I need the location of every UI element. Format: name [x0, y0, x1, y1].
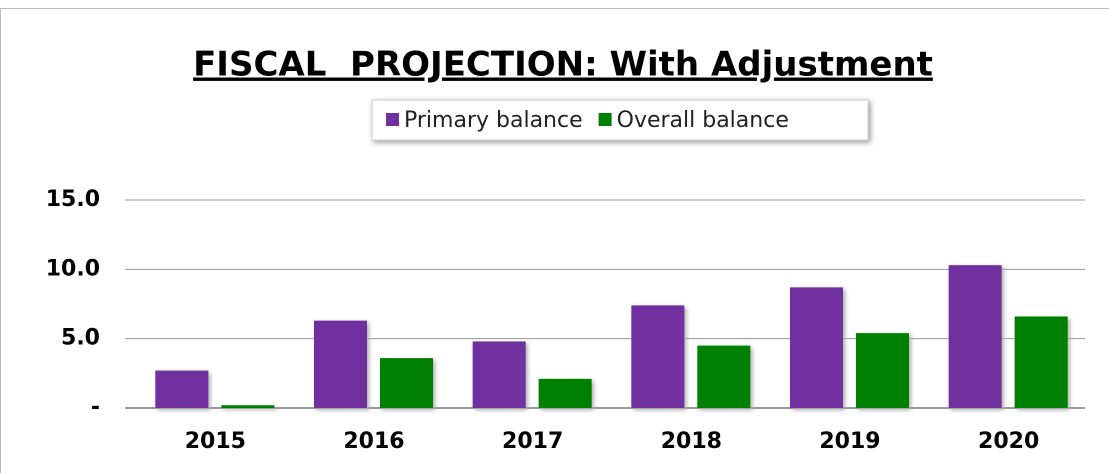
legend: Primary balance Overall balance — [386, 108, 789, 133]
bar — [538, 378, 592, 408]
bar — [697, 345, 751, 408]
y-tick-label: 5.0 — [61, 326, 100, 351]
chart-title: FISCAL PROJECTION: With Adjustment — [193, 45, 933, 85]
x-tick-label: 2015 — [185, 429, 246, 454]
legend-label: Primary balance — [404, 108, 583, 133]
legend-label: Overall balance — [617, 108, 789, 133]
legend-swatch — [386, 113, 399, 126]
bar — [631, 305, 685, 408]
y-tick-label: 15.0 — [46, 187, 100, 212]
bar — [380, 358, 433, 408]
chart-border — [0, 8, 1109, 473]
legend-box — [371, 99, 869, 141]
bar — [1014, 316, 1068, 408]
x-tick-label: 2018 — [661, 429, 722, 454]
bar — [314, 320, 367, 408]
bar — [472, 341, 526, 408]
y-tick-label: 10.0 — [46, 256, 100, 281]
legend-swatch — [598, 113, 612, 126]
bar — [155, 370, 209, 408]
bar — [856, 333, 909, 408]
x-tick-label: 2016 — [343, 429, 404, 454]
y-tick-label: - — [91, 395, 100, 420]
bar — [221, 405, 275, 408]
x-tick-label: 2017 — [502, 429, 563, 454]
x-tick-label: 2020 — [978, 429, 1039, 454]
x-tick-label: 2019 — [819, 429, 880, 454]
bar — [790, 287, 843, 408]
bar — [948, 265, 1002, 408]
